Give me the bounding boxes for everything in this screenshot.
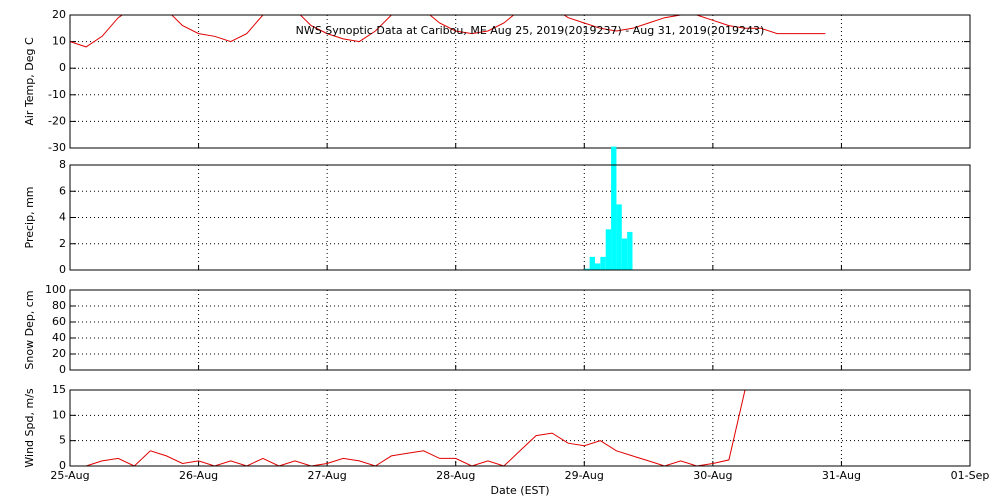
y-axis-label: Precip, mm bbox=[23, 187, 36, 249]
y-axis-label: Air Temp, Deg C bbox=[23, 37, 36, 126]
chart-title: NWS Synoptic Data at Caribou, ME Aug 25,… bbox=[296, 24, 765, 37]
plot-frame bbox=[69, 389, 971, 467]
y-tick-label: 20 bbox=[52, 8, 66, 21]
bar bbox=[600, 256, 606, 270]
x-axis-label: Date (EST) bbox=[490, 484, 549, 497]
y-axis-label: Snow Dep, cm bbox=[23, 290, 36, 369]
x-tick-label: 01-Sep bbox=[951, 469, 990, 482]
y-axis-label: Wind Spd, m/s bbox=[23, 388, 36, 468]
y-tick-label: 15 bbox=[52, 383, 66, 396]
bar bbox=[627, 231, 633, 270]
y-tick-label: 60 bbox=[52, 315, 66, 328]
y-tick-label: 100 bbox=[45, 283, 66, 296]
x-tick-label: 27-Aug bbox=[308, 469, 347, 482]
y-tick-label: 20 bbox=[52, 347, 66, 360]
bar bbox=[611, 146, 617, 270]
y-tick-label: 0 bbox=[59, 263, 66, 276]
bar bbox=[595, 263, 601, 270]
y-tick-label: 0 bbox=[59, 459, 66, 472]
x-tick-label: 25-Aug bbox=[50, 469, 89, 482]
plot-frame bbox=[69, 164, 971, 271]
bar bbox=[584, 268, 590, 270]
bar bbox=[621, 238, 628, 270]
data-line bbox=[70, 15, 826, 48]
y-tick-label: 0 bbox=[59, 61, 66, 74]
y-tick-label: 40 bbox=[52, 331, 66, 344]
y-tick-label: -20 bbox=[48, 114, 66, 127]
y-tick-label: 10 bbox=[52, 35, 66, 48]
y-tick-label: 10 bbox=[52, 408, 66, 421]
data-line bbox=[70, 390, 746, 466]
y-tick-label: 80 bbox=[52, 299, 66, 312]
plot-frame bbox=[69, 14, 971, 149]
plot-frame bbox=[69, 289, 971, 371]
y-tick-label: 8 bbox=[59, 158, 66, 171]
y-tick-label: 4 bbox=[59, 211, 66, 224]
y-tick-label: -10 bbox=[48, 88, 66, 101]
y-tick-label: 6 bbox=[59, 184, 66, 197]
x-tick-label: 31-Aug bbox=[822, 469, 861, 482]
y-tick-label: 2 bbox=[59, 237, 66, 250]
y-tick-label: -30 bbox=[48, 141, 66, 154]
x-tick-label: 28-Aug bbox=[436, 469, 475, 482]
x-tick-label: 29-Aug bbox=[565, 469, 604, 482]
bar bbox=[605, 229, 612, 270]
x-tick-label: 30-Aug bbox=[693, 469, 732, 482]
y-tick-label: 5 bbox=[59, 434, 66, 447]
y-tick-label: 0 bbox=[59, 363, 66, 376]
bar bbox=[589, 256, 595, 270]
x-tick-label: 26-Aug bbox=[179, 469, 218, 482]
bar bbox=[616, 204, 622, 270]
